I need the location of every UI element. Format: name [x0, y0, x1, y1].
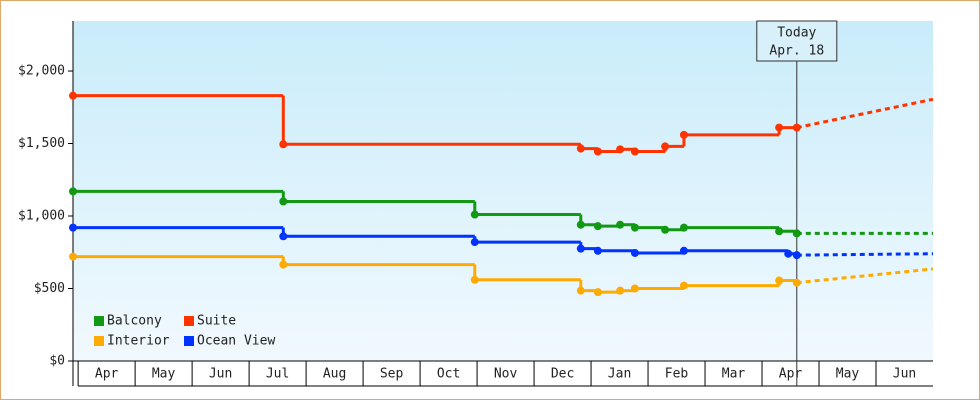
x-tick-label: Mar — [722, 367, 746, 382]
legend-label: Ocean View — [197, 334, 275, 349]
y-tick-label: $500 — [34, 281, 65, 296]
point — [69, 252, 77, 261]
x-tick-label: Jun — [209, 367, 232, 382]
y-tick-label: $1,000 — [18, 209, 65, 224]
point — [784, 249, 793, 258]
x-tick-label: Jan — [608, 367, 631, 382]
point — [470, 210, 479, 219]
x-tick-label: Oct — [437, 367, 460, 382]
x-tick-label: Jun — [893, 367, 916, 382]
legend-swatch — [94, 336, 104, 346]
today-label: Today — [777, 26, 816, 41]
x-tick-label: Aug — [323, 367, 346, 382]
today-box — [756, 20, 838, 62]
legend-label: Balcony — [107, 314, 162, 329]
point — [470, 275, 479, 284]
x-tick-label: Dec — [551, 367, 574, 382]
x-tick-label: Jul — [266, 367, 289, 382]
point — [576, 220, 585, 229]
point — [630, 248, 639, 257]
point — [630, 284, 639, 293]
legend-swatch — [184, 336, 194, 346]
point — [661, 142, 670, 151]
x-tick-label: May — [836, 367, 860, 382]
point — [616, 145, 625, 154]
forecast-line — [796, 252, 934, 257]
point — [679, 223, 688, 232]
point — [279, 140, 288, 149]
point — [679, 246, 688, 255]
point — [593, 222, 602, 231]
point — [661, 225, 670, 234]
point — [775, 123, 784, 132]
legend-swatch — [94, 316, 104, 326]
x-tick-label: Sep — [380, 367, 404, 382]
forecast-line — [796, 267, 934, 285]
legend-label: Interior — [107, 334, 170, 349]
point — [630, 147, 639, 156]
point — [470, 238, 479, 247]
point — [775, 227, 784, 236]
legend-label: Suite — [197, 314, 236, 329]
x-tick-label: Apr — [95, 367, 119, 382]
point — [576, 286, 585, 295]
point — [775, 276, 784, 285]
x-tick-label: May — [152, 367, 176, 382]
point — [593, 288, 602, 297]
point — [69, 187, 77, 196]
y-tick-label: $2,000 — [18, 64, 65, 79]
point — [679, 130, 688, 139]
point — [279, 197, 288, 206]
point — [616, 286, 625, 295]
point — [616, 220, 625, 229]
point — [69, 91, 77, 100]
point — [279, 232, 288, 241]
today-label: Apr. 18 — [769, 44, 824, 59]
legend-swatch — [184, 316, 194, 326]
y-tick-label: $0 — [49, 354, 65, 369]
point — [69, 223, 77, 232]
point — [593, 147, 602, 156]
point — [792, 123, 801, 132]
x-tick-label: Feb — [665, 367, 689, 382]
point — [576, 144, 585, 153]
point — [630, 223, 639, 232]
x-tick-label: Nov — [494, 367, 518, 382]
point — [593, 246, 602, 255]
point — [576, 244, 585, 253]
y-tick-label: $1,500 — [18, 136, 65, 151]
point — [279, 260, 288, 269]
point — [679, 281, 688, 290]
x-tick-label: Apr — [779, 367, 803, 382]
